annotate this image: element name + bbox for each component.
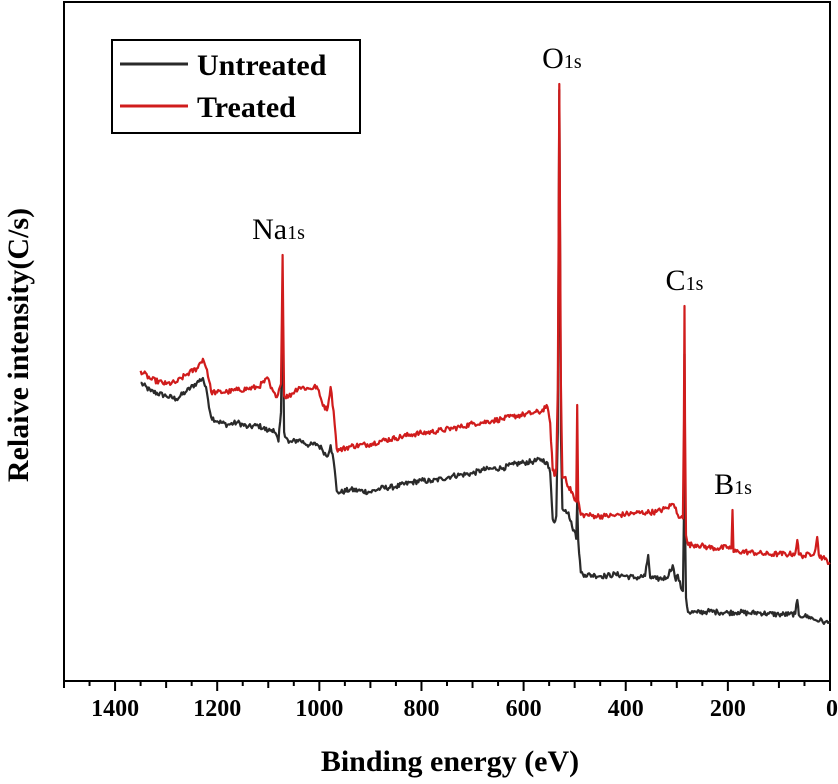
x-tick-label: 1200 [193,696,241,722]
series-line-treated [139,82,831,566]
x-tick-label: 0 [826,696,838,722]
x-axis-title: Binding energy (eV) [321,745,579,778]
x-tick-label: 800 [403,696,439,722]
y-axis-title: Relaive intensity(C/s) [2,208,35,482]
x-axis-ticks: 1400 1200 1000 800 600 400 200 0 [63,681,838,722]
series-layer [139,82,831,626]
x-tick-label: 1000 [295,696,343,722]
legend: Untreated Treated [111,39,361,134]
x-tick-label: 1400 [91,696,139,722]
legend-label-untreated: Untreated [197,49,327,82]
series-line-untreated [140,88,831,626]
peak-annotations: Na1s O1s C1s B1s [252,42,752,501]
peak-label-c: C1s [666,264,704,297]
x-tick-label: 200 [710,696,746,722]
peak-label-b: B1s [714,468,752,501]
x-tick-label: 600 [506,696,542,722]
legend-label-treated: Treated [197,91,296,124]
legend-box [111,39,361,134]
x-tick-label: 400 [608,696,644,722]
peak-label-o: O1s [542,42,582,75]
peak-label-na: Na1s [252,213,305,246]
